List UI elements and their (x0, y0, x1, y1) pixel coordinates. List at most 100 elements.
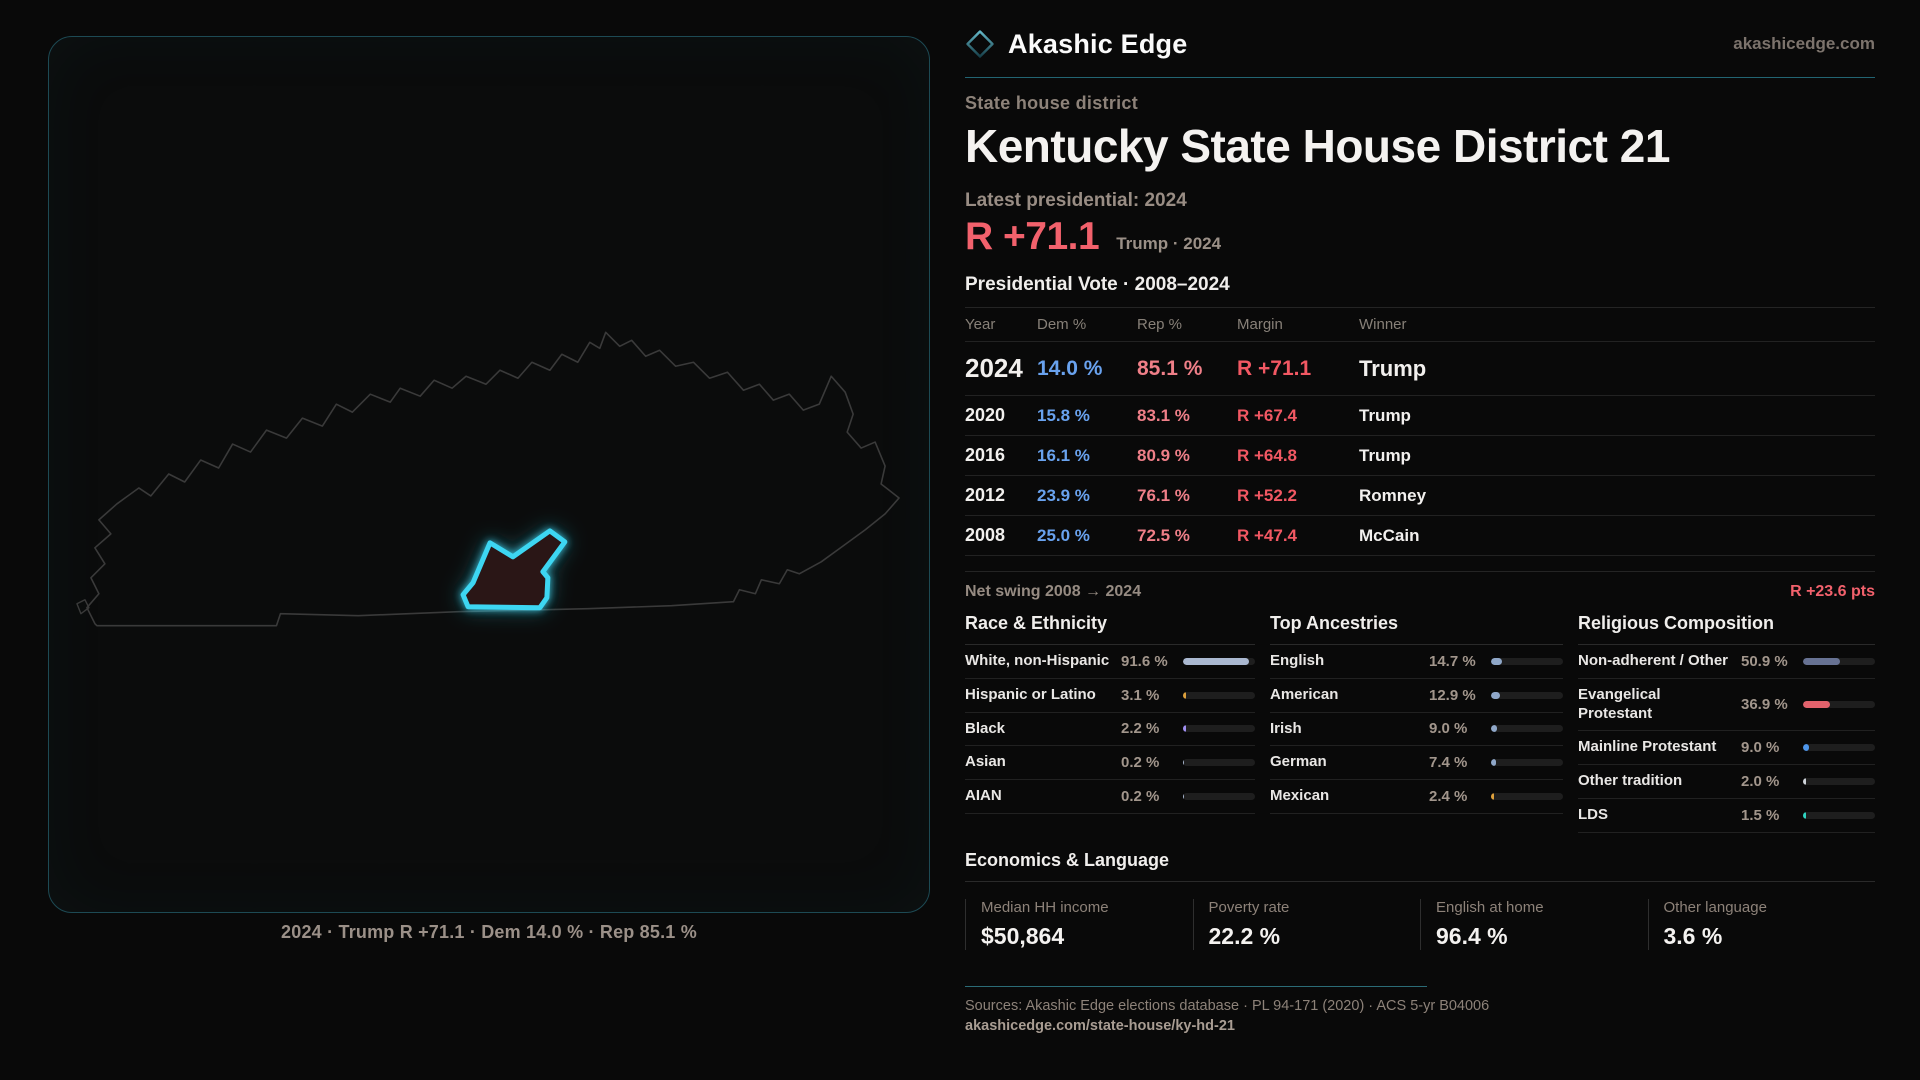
econ-stat-label: Other language (1663, 898, 1767, 916)
demo-bar-track (1803, 744, 1875, 752)
vote-col-header-2: Rep % (1137, 316, 1183, 333)
footer: Sources: Akashic Edge elections database… (965, 985, 1875, 1034)
vote-row-2016: 2016 16.1 % 80.9 % R +64.8 Trump (965, 436, 1875, 476)
demo-label: Black (965, 719, 1006, 737)
vote-table-title: Presidential Vote · 2008–2024 (965, 274, 1230, 295)
demo-bar-track (1183, 792, 1255, 800)
demo-bar-fill (1803, 744, 1810, 752)
vote-winner: Trump (1359, 405, 1411, 425)
econ-stat-value: 96.4 % (1436, 922, 1508, 949)
vote-margin: R +52.2 (1237, 485, 1298, 505)
economics-title: Economics & Language (965, 850, 1875, 882)
vote-dem-pct: 16.1 % (1037, 445, 1090, 465)
net-swing-value: R +23.6 pts (1790, 583, 1875, 600)
demo-row: English 14.7 % (1270, 645, 1563, 679)
demo-bar-track (1491, 725, 1563, 733)
demo-label: Other tradition (1578, 772, 1683, 789)
demo-bar-fill (1803, 701, 1830, 708)
demo-value: 12.9 % (1429, 686, 1476, 704)
vote-winner: Trump (1359, 355, 1427, 381)
vote-margin: R +47.4 (1237, 525, 1298, 545)
demo-value: 2.0 % (1741, 772, 1780, 790)
demo-bar-fill (1491, 792, 1494, 800)
vote-col-header-3: Margin (1237, 316, 1283, 333)
demo-row: Irish 9.0 % (1270, 713, 1563, 747)
vote-rep-pct: 83.1 % (1137, 405, 1190, 425)
site-link[interactable]: akashicedge.com (1733, 34, 1875, 53)
demo-bar-fill (1803, 811, 1806, 819)
demo-row: German 7.4 % (1270, 746, 1563, 780)
header-divider (965, 77, 1875, 78)
kentucky-map (76, 331, 900, 627)
footer-permalink[interactable]: akashicedge.com/state-house/ky-hd-21 (965, 1017, 1235, 1034)
demo-bar-track (1491, 657, 1563, 665)
econ-stat-label: Median HH income (981, 898, 1109, 916)
demo-row: LDS 1.5 % (1578, 799, 1875, 833)
demo-bar-track (1491, 759, 1563, 767)
demo-row: AIAN 0.2 % (965, 780, 1255, 814)
econ-stat-value: 22.2 % (1208, 922, 1281, 949)
vote-dem-pct: 15.8 % (1037, 405, 1090, 425)
demo-value: 2.4 % (1429, 787, 1468, 805)
vote-dem-pct: 25.0 % (1037, 525, 1090, 545)
demo-bar-fill (1183, 691, 1186, 699)
demo-value: 1.5 % (1741, 806, 1780, 824)
demo-row: Evangelical Protestant 36.9 % (1578, 679, 1875, 732)
demo-label: English (1270, 652, 1325, 669)
headline-margin-context: Trump · 2024 (1116, 234, 1222, 253)
section-top-ancestries: Top Ancestries English 14.7 % American 12.9 … (1270, 613, 1563, 833)
district-shape[interactable] (460, 528, 568, 611)
kentucky-bend-outline (76, 599, 90, 615)
econ-stat-value: 3.6 % (1663, 922, 1723, 949)
demo-value: 91.6 % (1121, 652, 1168, 670)
demo-value: 0.2 % (1121, 787, 1160, 805)
vote-row-2012: 2012 23.9 % 76.1 % R +52.2 Romney (965, 476, 1875, 516)
demo-value: 9.0 % (1741, 739, 1780, 757)
demo-label: American (1270, 685, 1339, 703)
page-title: Kentucky State House District 21 (965, 120, 1670, 172)
demo-label: White, non-Hispanic (965, 652, 1110, 669)
demo-label: Asian (965, 753, 1006, 771)
vote-year: 2020 (965, 405, 1006, 425)
vote-rep-pct: 85.1 % (1137, 356, 1203, 380)
demo-label: Irish (1270, 719, 1302, 737)
footer-divider (965, 985, 1427, 987)
demo-bar-track (1803, 811, 1875, 819)
demo-value: 3.1 % (1121, 686, 1160, 704)
demo-label: German (1270, 753, 1327, 771)
demo-bar-track (1803, 657, 1875, 665)
demo-label: Mainline Protestant (1578, 738, 1717, 756)
vote-rep-pct: 72.5 % (1137, 525, 1190, 545)
demo-row: Mexican 2.4 % (1270, 780, 1563, 814)
demo-value: 7.4 % (1429, 754, 1468, 772)
vote-winner: McCain (1359, 525, 1420, 545)
demo-bar-track (1491, 691, 1563, 699)
econ-stat-label: English at home (1436, 898, 1544, 916)
brand-name: Akashic Edge (1008, 28, 1188, 59)
vote-margin: R +64.8 (1237, 445, 1298, 465)
econ-stat-label: Poverty rate (1208, 898, 1290, 916)
economics-stats: Median HH income $50,864 Poverty rate 22.2 … (965, 898, 1875, 950)
econ-stat-english-at-home: English at home 96.4 % (1420, 898, 1648, 950)
econ-stat-poverty-rate: Poverty rate 22.2 % (1192, 898, 1421, 950)
demo-bar-fill (1491, 759, 1497, 767)
demo-row: White, non-Hispanic 91.6 % (965, 645, 1255, 679)
demo-bar-track (1183, 759, 1255, 767)
demo-value: 50.9 % (1741, 652, 1788, 670)
vote-col-header-0: Year (965, 316, 996, 333)
econ-stat-median-hh-income: Median HH income $50,864 (965, 898, 1193, 950)
net-swing-label: Net swing 2008 → 2024 (965, 583, 1142, 600)
demo-value: 36.9 % (1741, 696, 1788, 713)
vote-col-header-1: Dem % (1037, 316, 1087, 333)
section-title-religious-composition: Religious Composition (1578, 613, 1875, 645)
net-swing-row: Net swing 2008 → 2024 R +23.6 pts (965, 571, 1875, 613)
demo-label: Evangelical Protestant (1578, 685, 1661, 722)
brand-header: Akashic Edge akashicedge.com (965, 24, 1875, 64)
section-title-race-ethnicity: Race & Ethnicity (965, 613, 1255, 645)
demo-bar-fill (1803, 777, 1806, 785)
footer-sources: Sources: Akashic Edge elections database… (965, 997, 1490, 1014)
demographics-grid: Race & Ethnicity White, non-Hispanic 91.6 … (965, 613, 1875, 833)
demo-value: 0.2 % (1121, 754, 1160, 772)
demo-value: 9.0 % (1429, 720, 1468, 738)
vote-year: 2012 (965, 485, 1006, 505)
